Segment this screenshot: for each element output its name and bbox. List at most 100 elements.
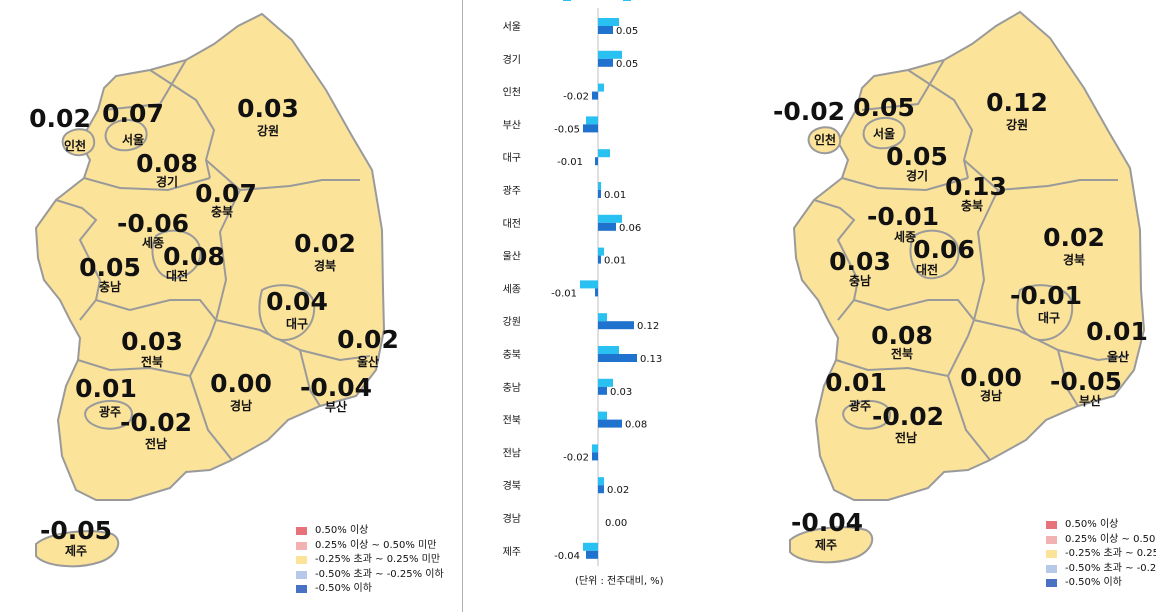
right-map-legend: 0.50% 이상 0.25% 이상 ~ 0.50 -0.25% 초과 ~ 0.25 -… xyxy=(1046,518,1156,591)
right-map-legend-label: 0.50% 이상 xyxy=(1065,519,1119,530)
chart-marks: 서울 0.05 경기 0.05 인천 -0.02 부산 -0.05 대구 -0.01 광주 0.01 대… xyxy=(503,8,662,566)
left-map-legend-swatch xyxy=(296,541,307,550)
chart-bar xyxy=(598,386,607,395)
right-map-region-name-9: 경북 xyxy=(1063,253,1085,267)
chart-data-label: 0.02 xyxy=(607,485,629,496)
chart-data-label: -0.01 xyxy=(551,288,577,299)
chart-bar xyxy=(598,485,604,494)
left-map-value-1: 0.02 xyxy=(29,104,91,133)
right-map-legend-label: 0.25% 이상 ~ 0.50 xyxy=(1065,533,1156,545)
right-map-legend-swatch xyxy=(1046,564,1057,573)
chart-category-label: 대전 xyxy=(503,218,521,230)
left-map-legend-swatch xyxy=(296,585,307,594)
weekly-change-bar-chart: 서울 0.05 경기 0.05 인천 -0.02 부산 -0.05 대구 -0.01 광주 0.01 대… xyxy=(503,0,662,566)
map-shapes xyxy=(34,12,386,568)
right-map-value-9: 0.02 xyxy=(1043,223,1105,252)
right-map-region-name-16: 전남 xyxy=(895,430,917,445)
left-map-legend-label: -0.25% 초과 ~ 0.25% 미만 xyxy=(315,554,441,565)
chart-data-label: 0.08 xyxy=(625,420,647,431)
chart-category-label: 서울 xyxy=(503,21,521,33)
left-map-region-name-2: 서울 xyxy=(122,132,144,147)
chart-category-label: 경기 xyxy=(503,53,521,66)
right-map-legend-item: 0.50% 이상 xyxy=(1046,518,1156,533)
right-map-value-14: 0.00 xyxy=(960,363,1022,392)
right-map-legend-item: 0.25% 이상 ~ 0.50 xyxy=(1046,533,1156,548)
right-map-value-6: -0.01 xyxy=(867,202,939,231)
left-map-legend-item: -0.50% 초과 ~ -0.25% 이하 xyxy=(296,568,444,583)
left-map-legend-swatch xyxy=(296,556,307,565)
chart-data-label: 0.03 xyxy=(610,387,632,398)
right-map-value-2: 0.05 xyxy=(853,93,915,122)
right-map-value-5: 0.13 xyxy=(945,172,1007,201)
right-map-region-name-17: 제주 xyxy=(815,538,837,552)
chart-bar xyxy=(586,550,598,559)
chart-bar xyxy=(598,190,601,198)
left-map-region-name-1: 인천 xyxy=(64,138,86,153)
bar-chart-panel: 서울 0.05 경기 0.05 인천 -0.02 부산 -0.05 대구 -0.01 광주 0.01 대… xyxy=(462,0,690,612)
left-map-value-14: 0.00 xyxy=(210,369,272,398)
right-map-legend-swatch xyxy=(1046,521,1057,530)
left-map-region-name-17: 제주 xyxy=(65,544,87,558)
chart-bar xyxy=(586,116,598,125)
chart-bar xyxy=(583,124,598,133)
chart-category-label: 강원 xyxy=(503,316,521,328)
right-map-value-1: -0.02 xyxy=(773,97,845,126)
chart-data-label: 0.05 xyxy=(616,26,638,37)
chart-data-label: 0.06 xyxy=(619,223,641,234)
right-map-panel: -0.02 인천 0.05 서울 0.12 강원 0.05 경기 0.13 충북 -0.01 세종 0.… xyxy=(768,0,1156,612)
chart-bar xyxy=(598,354,637,362)
chart-bar xyxy=(598,321,634,330)
chart-bar xyxy=(598,50,622,59)
left-map-region-name-13: 광주 xyxy=(99,404,121,419)
right-map-legend-label: -0.50% 이하 xyxy=(1065,577,1122,588)
unit-label: (단위 : 전주대비, %) xyxy=(575,576,664,587)
right-map-region-name-15: 부산 xyxy=(1079,393,1101,408)
left-map-value-11: 0.02 xyxy=(337,325,399,354)
left-map-region-name-7: 대전 xyxy=(166,268,188,283)
chart-bar xyxy=(598,477,604,486)
left-map-value-16: -0.02 xyxy=(120,408,192,437)
chart-bar xyxy=(598,18,619,26)
left-map-legend-item: -0.25% 초과 ~ 0.25% 미만 xyxy=(296,553,444,568)
right-map-region-name-3: 강원 xyxy=(1006,118,1028,132)
left-map-value-9: 0.02 xyxy=(294,229,356,258)
chart-bar xyxy=(598,255,601,264)
chart-category-label: 제주 xyxy=(503,546,521,558)
left-map-panel: 0.02 인천 0.07 서울 0.03 강원 0.08 경기 0.07 충북 -0.06 세종 0.0… xyxy=(0,0,460,612)
chart-data-label: 0.05 xyxy=(616,59,638,70)
right-map-region-name-8: 충남 xyxy=(849,273,871,288)
left-map-value-15: -0.04 xyxy=(300,373,372,402)
left-map-region-name-11: 울산 xyxy=(357,354,379,369)
legend-remnant xyxy=(563,0,631,1)
left-map-legend-swatch xyxy=(296,527,307,536)
right-map-legend-label: -0.50% 초과 ~ -0.2 xyxy=(1065,562,1156,574)
chart-category-label: 대구 xyxy=(503,152,521,164)
right-map-legend-swatch xyxy=(1046,579,1057,588)
chart-data-label: 0.01 xyxy=(604,256,626,267)
chart-bar xyxy=(583,542,598,551)
left-map-value-4: 0.08 xyxy=(136,149,198,178)
right-map-legend-item: -0.50% 이하 xyxy=(1046,576,1156,591)
chart-data-label: -0.02 xyxy=(563,452,589,463)
left-map-region-name-8: 충남 xyxy=(99,279,121,294)
chart-category-label: 인천 xyxy=(503,87,521,99)
right-map-legend-label: -0.25% 초과 ~ 0.25 xyxy=(1065,548,1156,559)
right-map-region-name-5: 충북 xyxy=(961,198,983,213)
left-map-region-name-12: 전북 xyxy=(141,354,163,369)
right-map-region-name-14: 경남 xyxy=(980,388,1002,403)
right-map-legend-item: -0.50% 초과 ~ -0.2 xyxy=(1046,562,1156,577)
right-map-legend-item: -0.25% 초과 ~ 0.25 xyxy=(1046,547,1156,562)
left-map-value-5: 0.07 xyxy=(195,179,257,208)
left-map-region-name-10: 대구 xyxy=(286,317,308,331)
chart-bar xyxy=(598,83,604,92)
chart-category-label: 울산 xyxy=(503,251,521,263)
left-map-legend-item: -0.50% 이하 xyxy=(296,582,444,597)
right-map-value-15: -0.05 xyxy=(1050,367,1122,396)
left-map-legend-label: 0.25% 이상 ~ 0.50% 미만 xyxy=(315,539,437,551)
chart-bar xyxy=(598,214,622,223)
left-map-legend: 0.50% 이상 0.25% 이상 ~ 0.50% 미만 -0.25% 초과 ~ 0… xyxy=(296,524,444,597)
chart-bar xyxy=(598,149,610,158)
